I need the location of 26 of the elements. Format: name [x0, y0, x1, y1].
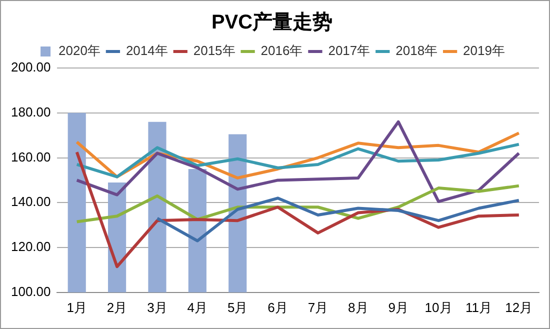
- y-tick-label: 100.00: [10, 284, 51, 299]
- x-tick-label: 8月: [348, 300, 368, 315]
- x-tick-label: 1月: [66, 300, 87, 315]
- y-tick-label: 180.00: [10, 104, 51, 120]
- x-tick-label: 12月: [505, 300, 533, 315]
- chart-title: PVC产量走势: [211, 10, 333, 34]
- legend-label: 2020年: [58, 43, 100, 58]
- x-tick-label: 5月: [227, 300, 248, 315]
- x-tick-label: 4月: [187, 300, 208, 315]
- x-tick-label: 3月: [147, 300, 168, 315]
- y-tick-label: 120.00: [10, 239, 51, 254]
- x-tick-label: 7月: [308, 300, 328, 315]
- y-tick-label: 200.00: [10, 60, 51, 75]
- x-tick-label: 11月: [465, 300, 492, 315]
- legend-label: 2018年: [396, 43, 438, 58]
- x-tick-label: 9月: [388, 300, 408, 315]
- legend-label: 2019年: [463, 43, 505, 58]
- y-tick-label: 140.00: [10, 194, 51, 210]
- x-tick-label: 6月: [268, 300, 288, 315]
- legend-label: 2015年: [193, 43, 236, 58]
- legend-label: 2016年: [260, 43, 303, 58]
- legend-label: 2014年: [126, 43, 168, 58]
- y-tick-label: 160.00: [10, 149, 51, 164]
- x-tick-label: 10月: [424, 300, 452, 315]
- legend-label: 2017年: [328, 43, 370, 58]
- x-tick-label: 2月: [106, 300, 128, 315]
